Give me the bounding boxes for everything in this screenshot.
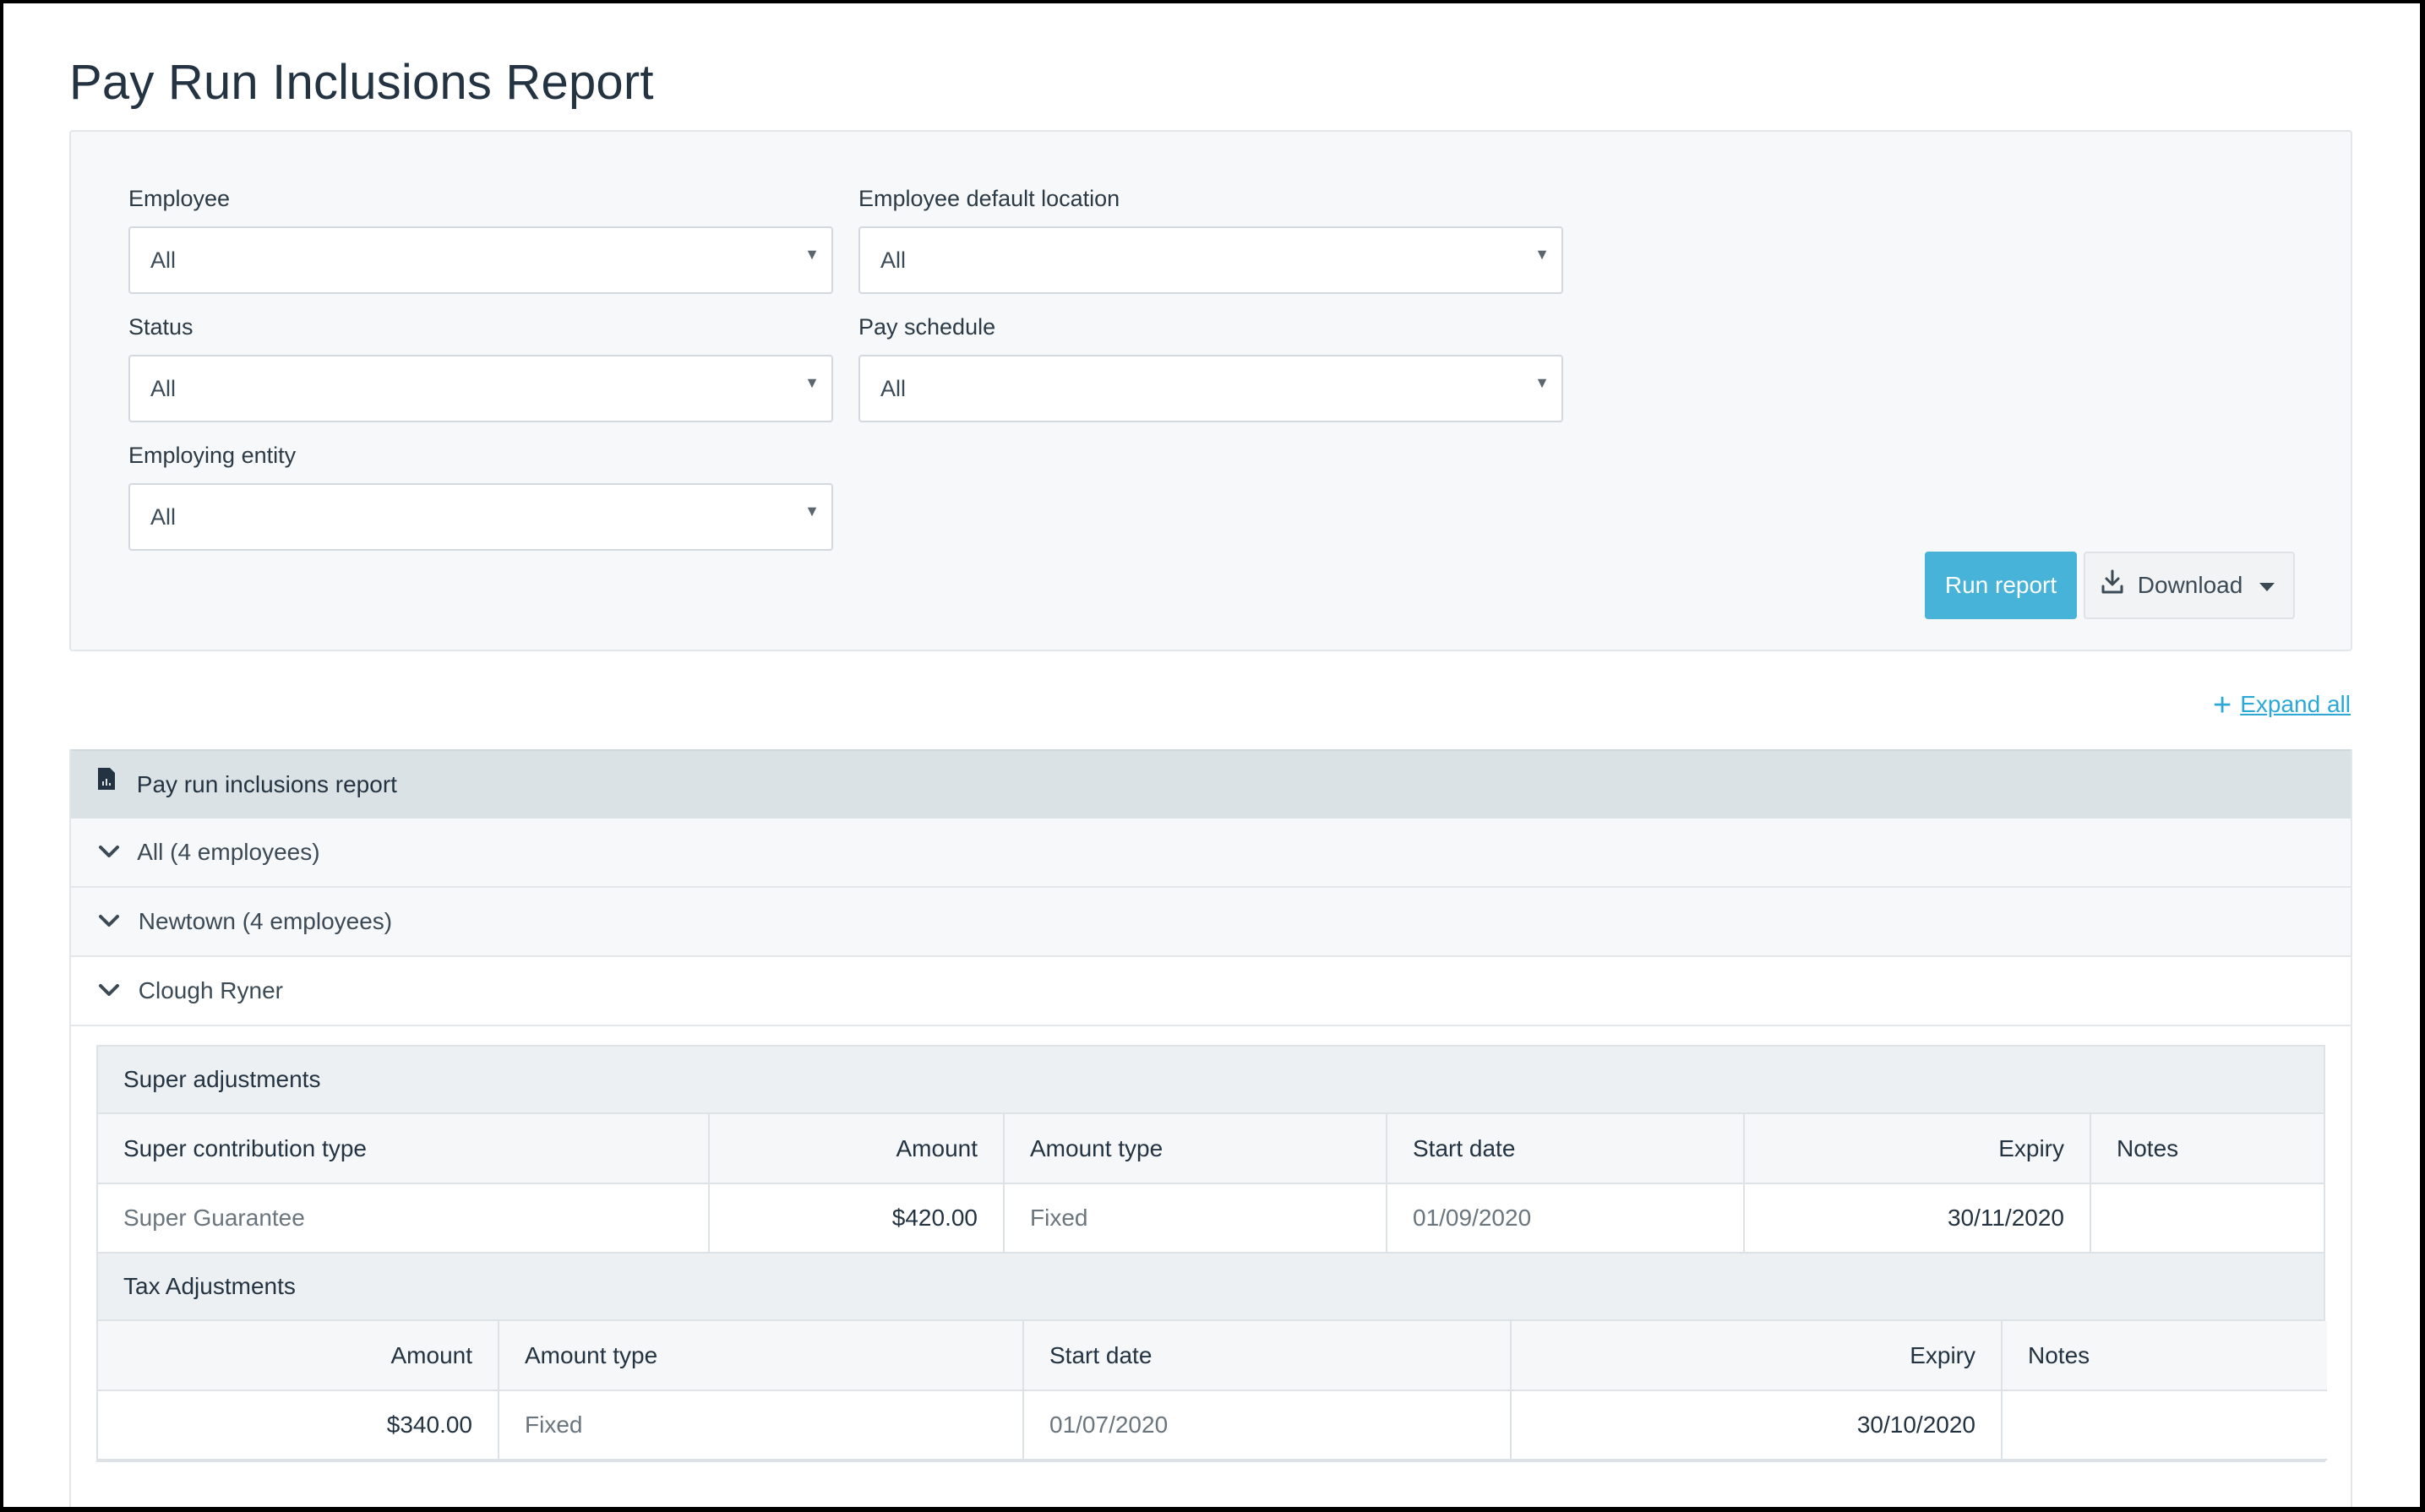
employing-entity-select-value: All xyxy=(150,504,177,530)
column-header: Expiry xyxy=(1744,1114,2091,1184)
report-header: Pay run inclusions report xyxy=(71,749,2351,819)
tax-adjustments-title: Tax Adjustments xyxy=(98,1254,2324,1321)
column-header: Start date xyxy=(1023,1321,1512,1391)
download-button[interactable]: Download xyxy=(2084,552,2295,619)
table-cell: 01/07/2020 xyxy=(1023,1390,1512,1460)
employee-select[interactable]: All ▼ xyxy=(128,226,833,294)
table-header-row: Amount Amount type Start date Expiry Not… xyxy=(98,1321,2327,1391)
caret-down-icon xyxy=(2259,582,2275,591)
table-cell: Fixed xyxy=(499,1390,1024,1460)
chevron-down-icon xyxy=(98,819,120,886)
tax-adjustments-table: Amount Amount type Start date Expiry Not… xyxy=(98,1321,2327,1460)
table-cell: $420.00 xyxy=(709,1183,1005,1254)
location-filter: Employee default location All ▼ xyxy=(858,186,1563,294)
column-header: Super contribution type xyxy=(98,1114,710,1184)
status-select-value: All xyxy=(150,376,177,401)
caret-down-icon: ▼ xyxy=(1534,374,1550,391)
location-filter-label: Employee default location xyxy=(858,186,1120,211)
employee-filter: Employee All ▼ xyxy=(128,186,833,294)
group-row-all[interactable]: All (4 employees) xyxy=(71,819,2351,888)
status-filter: Status All ▼ xyxy=(128,314,833,422)
table-cell: 01/09/2020 xyxy=(1387,1183,1745,1254)
column-header: Amount xyxy=(98,1321,499,1391)
chevron-down-icon xyxy=(98,888,120,955)
pay-schedule-select-value: All xyxy=(880,376,907,401)
column-header: Notes xyxy=(2090,1114,2324,1184)
table-header-row: Super contribution type Amount Amount ty… xyxy=(98,1114,2324,1184)
group-row-label: All (4 employees) xyxy=(137,839,320,865)
table-cell: Fixed xyxy=(1004,1183,1387,1254)
location-select-value: All xyxy=(880,247,907,273)
super-adjustments-section: Super adjustments Super contribution typ… xyxy=(96,1045,2327,1462)
group-row-employee[interactable]: Clough Ryner xyxy=(71,957,2351,1026)
app-window: Pay Run Inclusions Report Employee All ▼… xyxy=(3,3,2420,1507)
employing-entity-filter: Employing entity All ▼ xyxy=(128,443,833,551)
employee-select-value: All xyxy=(150,247,177,273)
caret-down-icon: ▼ xyxy=(804,246,820,263)
report-container: Pay run inclusions report All (4 employe… xyxy=(69,749,2352,1507)
group-row-label: Clough Ryner xyxy=(138,977,283,1003)
table-row: Super Guarantee $420.00 Fixed 01/09/2020… xyxy=(98,1183,2324,1254)
pay-schedule-filter-label: Pay schedule xyxy=(858,314,996,340)
expand-all-label: Expand all xyxy=(2240,691,2351,717)
table-row: $340.00 Fixed 01/07/2020 30/10/2020 xyxy=(98,1390,2327,1460)
column-header: Amount xyxy=(709,1114,1005,1184)
status-filter-label: Status xyxy=(128,314,193,340)
pay-schedule-select[interactable]: All ▼ xyxy=(858,355,1563,422)
report-document-icon xyxy=(96,750,117,818)
column-header: Expiry xyxy=(1511,1321,2003,1391)
employing-entity-select[interactable]: All ▼ xyxy=(128,483,833,551)
super-adjustments-title: Super adjustments xyxy=(98,1047,2324,1114)
download-label: Download xyxy=(2137,572,2243,598)
column-header: Amount type xyxy=(1004,1114,1387,1184)
caret-down-icon: ▼ xyxy=(804,503,820,519)
chevron-down-icon xyxy=(98,957,120,1025)
table-cell xyxy=(2090,1183,2324,1254)
column-header: Amount type xyxy=(499,1321,1024,1391)
table-cell: 30/11/2020 xyxy=(1744,1183,2091,1254)
employee-filter-label: Employee xyxy=(128,186,231,211)
table-cell: Super Guarantee xyxy=(98,1183,710,1254)
status-select[interactable]: All ▼ xyxy=(128,355,833,422)
group-row-newtown[interactable]: Newtown (4 employees) xyxy=(71,888,2351,957)
table-cell: $340.00 xyxy=(98,1390,499,1460)
column-header: Start date xyxy=(1387,1114,1745,1184)
expand-all-link[interactable]: + Expand all xyxy=(2213,688,2351,724)
table-cell: 30/10/2020 xyxy=(1511,1390,2003,1460)
group-row-label: Newtown (4 employees) xyxy=(138,908,393,934)
run-report-button[interactable]: Run report xyxy=(1925,552,2077,619)
caret-down-icon: ▼ xyxy=(1534,246,1550,263)
super-adjustments-table: Super contribution type Amount Amount ty… xyxy=(98,1114,2324,1254)
plus-icon: + xyxy=(2213,688,2232,723)
pay-schedule-filter: Pay schedule All ▼ xyxy=(858,314,1563,422)
employing-entity-filter-label: Employing entity xyxy=(128,443,297,468)
download-icon xyxy=(2101,555,2124,619)
caret-down-icon: ▼ xyxy=(804,374,820,391)
filter-panel: Employee All ▼ Employee default location… xyxy=(69,130,2352,651)
table-cell xyxy=(2002,1390,2327,1460)
page-title: Pay Run Inclusions Report xyxy=(69,55,654,110)
report-header-label: Pay run inclusions report xyxy=(136,771,397,797)
column-header: Notes xyxy=(2002,1321,2327,1391)
location-select[interactable]: All ▼ xyxy=(858,226,1563,294)
